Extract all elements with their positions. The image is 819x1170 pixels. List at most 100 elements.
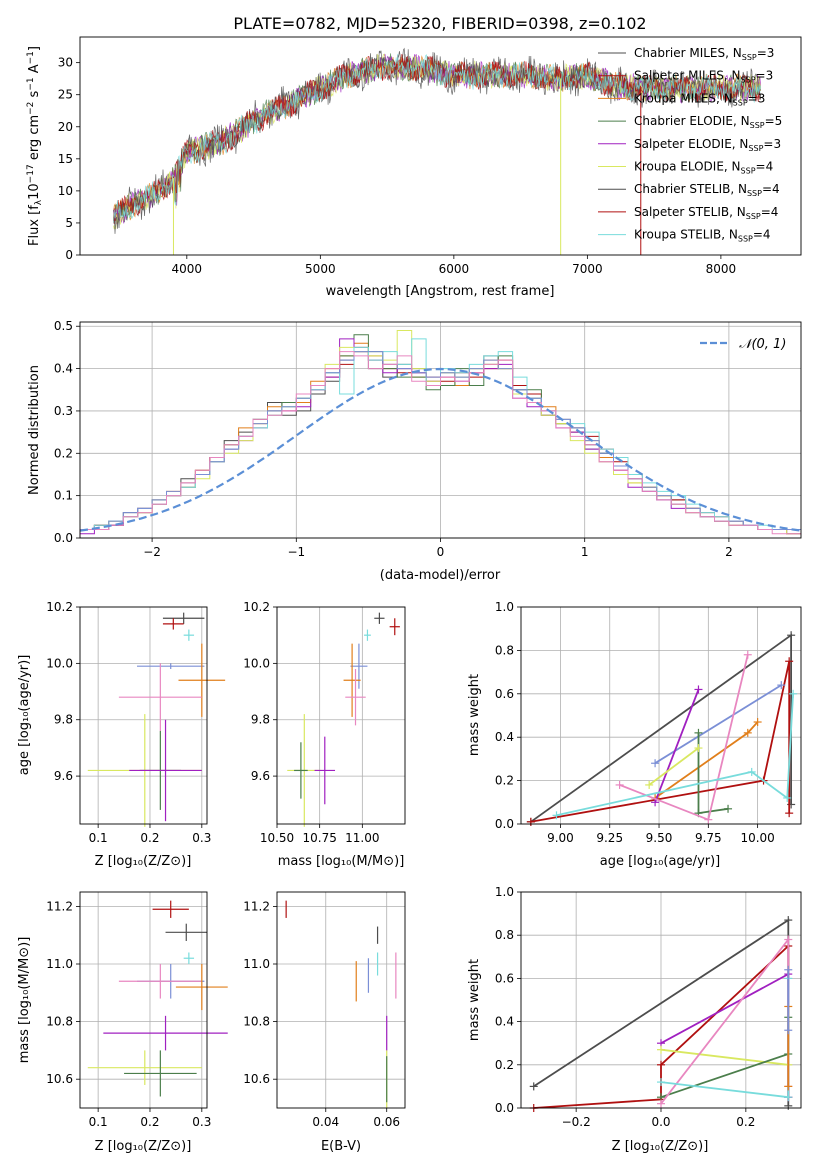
- x-tick-label: 4000: [172, 262, 203, 276]
- errorbar-point: [162, 612, 205, 624]
- errorbar-point: [364, 629, 371, 641]
- y-tick-label: 11.0: [46, 957, 73, 971]
- x-tick-label: 10.00: [740, 831, 774, 845]
- y-tick-label: 0.1: [54, 489, 73, 503]
- errorbar-point: [294, 742, 308, 799]
- x-tick-label: 9.50: [646, 831, 673, 845]
- x-tick-label: 9.00: [547, 831, 574, 845]
- x-tick-label: 0.0: [651, 1115, 670, 1129]
- y-tick-label: 15: [58, 152, 73, 166]
- y-tick-label: 0.4: [495, 730, 514, 744]
- y-tick-label: 9.8: [251, 713, 270, 727]
- x-tick-label: 9.25: [596, 831, 623, 845]
- weight-marker: [784, 1082, 793, 1091]
- weight-marker: [784, 935, 793, 944]
- y-tick-label: 11.2: [46, 899, 73, 913]
- y-tick-label: 0.0: [495, 1101, 514, 1115]
- legend-entry: Chabrier STELIB, NSSP=4: [634, 182, 780, 198]
- weight-vs-z-panel: −0.2 0.0 0.2 0.0 0.2 0.4 0.6 0.8 1.0: [495, 885, 802, 1129]
- y-tick-label: 0.6: [495, 687, 514, 701]
- x-tick-label: −1: [287, 545, 305, 559]
- legend-entry: Salpeter STELIB, NSSP=4: [634, 205, 778, 221]
- x-tick-label: 7000: [572, 262, 603, 276]
- mass-z-ylabel: mass [log₁₀(M/M⊙)]: [17, 937, 32, 1064]
- y-tick-label: 0.8: [495, 928, 514, 942]
- errorbar-point: [178, 643, 226, 717]
- spectrum-ylabel-text: Flux [fλ10−17 erg cm−2 s−1 A−1]: [26, 46, 44, 246]
- age-vs-z-panel-plot-area: [87, 612, 226, 827]
- errorbar-point: [118, 663, 202, 731]
- weight-marker: [787, 631, 796, 640]
- weight-marker: [784, 1093, 793, 1102]
- errorbar-point: [350, 643, 368, 689]
- y-tick-label: 0.6: [495, 971, 514, 985]
- x-tick-label: 10.75: [302, 831, 336, 845]
- mass-vs-ebv-panel-plot-area: [285, 900, 397, 1108]
- y-tick-label: 10.0: [243, 656, 270, 670]
- weight-marker: [785, 657, 794, 666]
- weight-z-xlabel: Z [log₁₀(Z/Z⊙)]: [612, 1139, 709, 1154]
- spectrum-legend: Chabrier MILES, NSSP=3 Salpeter MILES, NS…: [598, 46, 782, 244]
- x-tick-label: 0.3: [192, 831, 211, 845]
- y-tick-label: 10.8: [243, 1015, 270, 1029]
- weight-marker: [615, 780, 624, 789]
- spectrum-panel: 4000 5000 6000 7000 8000 0 5 10 15 20 25 30 Chabrier…: [58, 36, 802, 276]
- weight-marker: [694, 728, 703, 737]
- x-tick-label: 6000: [439, 262, 470, 276]
- weight-marker: [529, 1082, 538, 1091]
- errorbar-point: [314, 736, 336, 805]
- x-tick-label: 2: [725, 545, 733, 559]
- x-tick-label: 0.1: [89, 1115, 108, 1129]
- hist-ylabel: Normed distribution: [27, 365, 42, 495]
- y-tick-label: 0.3: [54, 404, 73, 418]
- errorbar-point: [124, 1050, 197, 1097]
- residual-histogram-panel-frame: [79, 321, 802, 539]
- weight-marker: [657, 1099, 665, 1108]
- spectrum-line: [113, 53, 762, 223]
- y-tick-label: 25: [58, 88, 73, 102]
- weight-marker: [784, 965, 793, 974]
- y-tick-label: 1.0: [495, 600, 514, 614]
- legend-entry: Kroupa ELODIE, NSSP=4: [634, 160, 773, 176]
- normal-curve: [79, 367, 802, 532]
- y-tick-label: 0: [65, 248, 73, 262]
- spectrum-xlabel: wavelength [Angstrom, rest frame]: [326, 284, 555, 299]
- weight-marker: [724, 804, 733, 813]
- age-vs-mass-panel: 10.50 10.75 11.00 9.6 9.8 10.0 10.2: [243, 600, 406, 845]
- x-tick-label: 10.50: [260, 831, 294, 845]
- legend-entry: Salpeter MILES, NSSP=3: [634, 69, 773, 85]
- errorbar-point: [129, 719, 202, 822]
- x-tick-label: 0.2: [140, 831, 159, 845]
- y-tick-label: 0.4: [495, 1015, 514, 1029]
- x-tick-label: 5000: [305, 262, 336, 276]
- weight-series-line: [654, 689, 700, 803]
- weight-marker: [694, 744, 703, 753]
- y-tick-label: 10.8: [46, 1015, 73, 1029]
- weight-marker: [789, 689, 798, 698]
- y-tick-label: 10.6: [46, 1072, 73, 1086]
- weight-age-ylabel: mass weight: [467, 674, 482, 756]
- weight-age-xlabel: age [log₁₀(age/yr)]: [600, 854, 721, 869]
- histogram-series: [79, 351, 801, 538]
- y-tick-label: 0.0: [54, 531, 73, 545]
- y-tick-label: 9.6: [54, 769, 73, 783]
- weight-marker: [784, 1026, 793, 1035]
- mass-vs-z-panel: 0.1 0.2 0.3 10.6 10.8 11.0 11.2: [46, 891, 228, 1129]
- legend-entry: Kroupa MILES, NSSP=3: [634, 91, 765, 107]
- errorbar-point: [165, 923, 207, 941]
- weight-marker: [753, 718, 762, 727]
- x-tick-label: −2: [143, 545, 161, 559]
- spectrum-panel-frame: [79, 36, 802, 256]
- weight-series-line: [556, 693, 794, 817]
- errorbar-point: [87, 1050, 202, 1085]
- weight-series-line: [530, 661, 791, 823]
- normal-legend-label: 𝒩(0, 1): [739, 337, 786, 352]
- errorbar-point: [343, 643, 361, 717]
- x-tick-label: 0.1: [89, 831, 108, 845]
- mass-vs-z-panel-plot-area: [87, 900, 228, 1097]
- x-tick-label: 0.2: [140, 1115, 159, 1129]
- y-tick-label: 0.0: [495, 817, 514, 831]
- x-tick-label: 0.06: [373, 1115, 400, 1129]
- errorbar-point: [137, 663, 205, 669]
- weight-marker: [645, 780, 654, 789]
